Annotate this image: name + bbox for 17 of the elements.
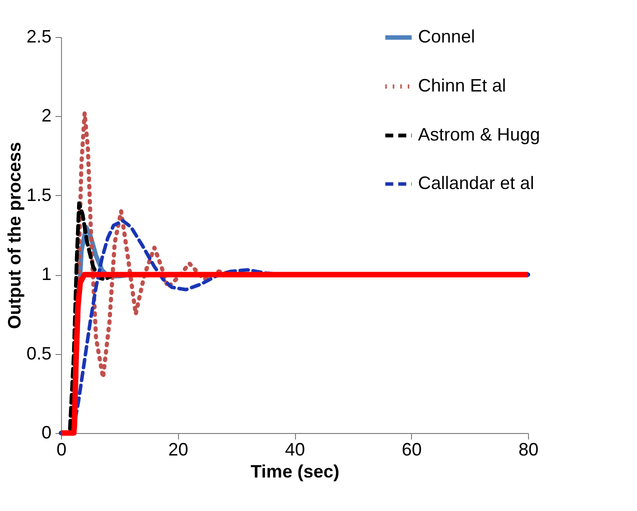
- y-tick-label: 2.5: [26, 26, 52, 46]
- x-tick-label: 40: [284, 440, 306, 460]
- y-tick-label: 1: [41, 264, 52, 284]
- y-tick-label: 2: [41, 106, 52, 126]
- x-tick-label: 80: [518, 440, 539, 460]
- x-axis-title: Time (sec): [250, 462, 340, 482]
- x-tick-label: 0: [56, 440, 67, 460]
- x-tick-label: 20: [168, 440, 188, 460]
- legend-label: Chinn Et al: [418, 76, 506, 96]
- legend-label: Astrom & Hugg: [418, 124, 540, 144]
- legend-label: Callandar et al: [418, 173, 534, 193]
- y-tick-label: 0: [41, 422, 52, 442]
- legend-label: Connel: [418, 26, 476, 46]
- x-tick-label: 60: [402, 440, 422, 460]
- y-tick-label: 0.5: [26, 343, 52, 364]
- y-axis-title: Output of the process: [4, 142, 24, 330]
- y-tick-label: 1.5: [26, 184, 52, 205]
